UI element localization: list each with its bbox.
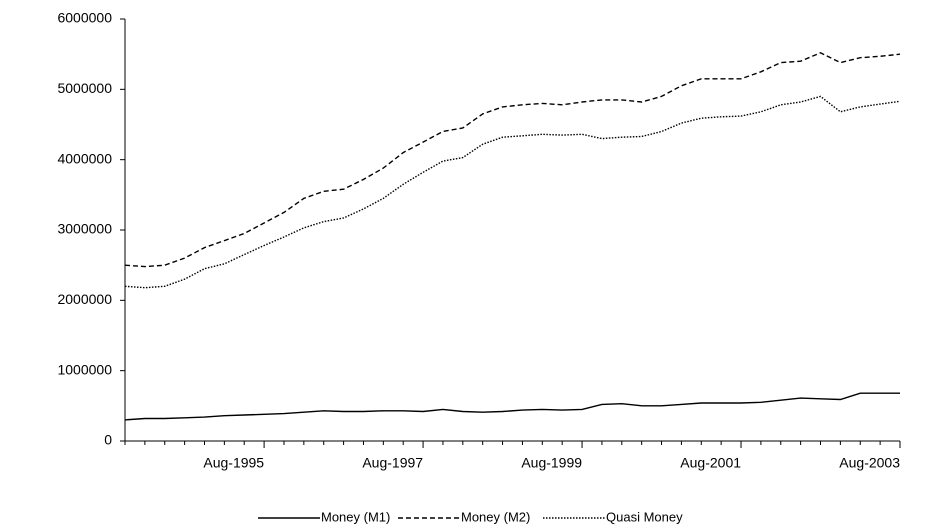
x-tick-label: Aug-1995	[203, 455, 264, 471]
legend-label: Money (M2)	[461, 509, 530, 524]
y-tick-label: 5000000	[57, 80, 112, 96]
series-line	[124, 52, 901, 268]
y-tick-label: 4000000	[57, 150, 112, 166]
y-tick-label: 6000000	[57, 10, 112, 26]
legend-label: Quasi Money	[606, 509, 683, 524]
y-tick-label: 1000000	[57, 361, 112, 377]
y-tick-label: 2000000	[57, 291, 112, 307]
legend-label: Money (M1)	[321, 509, 390, 524]
y-tick-label: 3000000	[57, 221, 112, 237]
series-line	[124, 95, 901, 289]
x-tick-label: Aug-2003	[839, 455, 900, 471]
x-tick-label: Aug-2001	[680, 455, 741, 471]
x-tick-label: Aug-1999	[521, 455, 582, 471]
y-tick-label: 0	[104, 432, 112, 448]
x-tick-label: Aug-1997	[362, 455, 423, 471]
series-line	[124, 392, 900, 421]
